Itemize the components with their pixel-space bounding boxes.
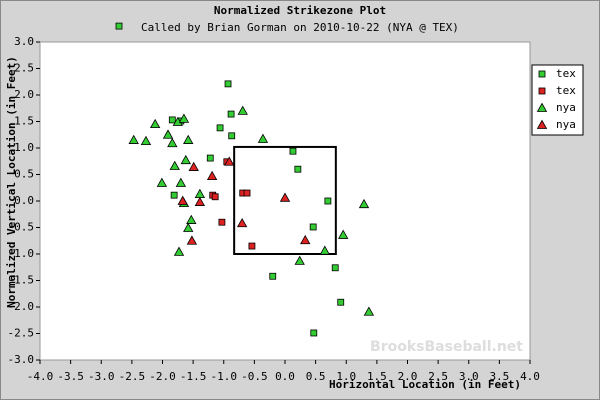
point — [289, 147, 297, 155]
point — [211, 193, 219, 201]
point — [218, 218, 226, 226]
point — [206, 170, 218, 180]
point — [300, 234, 311, 245]
point — [183, 134, 194, 144]
x-tick-label: -0.5 — [241, 370, 268, 383]
point — [168, 116, 176, 124]
strike-zone — [233, 145, 337, 255]
point — [338, 229, 349, 239]
point — [167, 137, 178, 148]
point — [257, 133, 269, 143]
y-tick-label: -3.0 — [8, 353, 35, 366]
point — [128, 134, 139, 144]
point — [188, 161, 199, 171]
y-tick-label: 1.5 — [14, 115, 34, 128]
point — [279, 192, 291, 202]
legend-label: tex — [556, 84, 576, 97]
x-tick-label: -3.0 — [88, 370, 115, 383]
legend-label: nya — [556, 101, 576, 114]
point — [162, 129, 174, 139]
point — [269, 272, 277, 280]
point — [224, 156, 235, 166]
point — [294, 255, 305, 265]
point — [115, 22, 123, 30]
point — [310, 329, 318, 337]
point — [177, 195, 188, 205]
y-tick-label: -2.0 — [8, 300, 35, 313]
legend-marker — [536, 119, 548, 129]
x-tick-label: 2.0 — [398, 370, 418, 383]
point — [194, 196, 206, 206]
x-tick-label: 0.5 — [306, 370, 326, 383]
x-tick-label: 1.0 — [336, 370, 356, 383]
point — [224, 80, 232, 88]
point — [294, 165, 302, 173]
point — [236, 217, 248, 228]
legend-label: nya — [556, 118, 576, 131]
y-tick-label: 2.0 — [14, 88, 34, 101]
point — [170, 191, 178, 199]
legend-label: tex — [556, 67, 576, 80]
point — [183, 222, 194, 232]
point — [309, 223, 317, 231]
chart-title: Normalized Strikezone Plot — [214, 4, 386, 17]
x-tick-label: -1.5 — [180, 370, 207, 383]
point — [319, 245, 330, 255]
legend-marker — [538, 87, 546, 95]
point — [248, 242, 256, 250]
watermark: BrooksBaseball.net — [370, 339, 523, 355]
x-tick-label: 2.5 — [428, 370, 448, 383]
y-tick-label: 0.0 — [14, 194, 34, 207]
point — [186, 235, 198, 245]
point — [227, 110, 235, 118]
y-tick-label: -1.0 — [8, 247, 35, 260]
legend-marker — [538, 70, 546, 78]
y-tick-label: -0.5 — [8, 221, 35, 234]
y-tick-label: -2.5 — [8, 327, 35, 340]
point — [180, 154, 191, 165]
x-tick-label: -2.0 — [149, 370, 176, 383]
point — [228, 132, 236, 140]
point — [363, 306, 375, 316]
chart-subtitle: Called by Brian Gorman on 2010-10-22 (NY… — [141, 21, 459, 34]
x-tick-label: -4.0 — [27, 370, 54, 383]
x-tick-label: -3.5 — [57, 370, 84, 383]
y-axis-label: Normalized Vertical Location (in Feet) — [5, 56, 18, 308]
x-tick-label: 1.5 — [367, 370, 387, 383]
point — [178, 113, 190, 123]
point — [206, 154, 214, 162]
point — [337, 298, 345, 306]
point — [149, 118, 161, 129]
point — [169, 160, 180, 170]
point — [173, 246, 185, 256]
point — [216, 124, 224, 132]
point — [156, 177, 168, 187]
y-tick-label: -1.5 — [8, 274, 35, 287]
point — [243, 189, 251, 197]
y-tick-label: 0.5 — [14, 168, 34, 181]
x-tick-label: 4.0 — [520, 370, 540, 383]
x-tick-label: -1.0 — [211, 370, 238, 383]
x-tick-label: 3.5 — [489, 370, 509, 383]
x-tick-label: 3.0 — [459, 370, 479, 383]
point — [237, 105, 248, 115]
point — [186, 214, 197, 224]
y-tick-label: 3.0 — [14, 35, 34, 48]
y-tick-label: 1.0 — [14, 141, 34, 154]
point — [324, 197, 332, 205]
y-tick-label: 2.5 — [14, 62, 34, 75]
legend-marker — [536, 102, 548, 112]
point — [331, 264, 339, 272]
point — [175, 177, 187, 187]
x-axis-label: Horizontal Location (in Feet) — [329, 378, 521, 391]
point — [358, 198, 370, 209]
point — [140, 135, 152, 146]
x-tick-label: 0.0 — [275, 370, 295, 383]
x-tick-label: -2.5 — [119, 370, 146, 383]
